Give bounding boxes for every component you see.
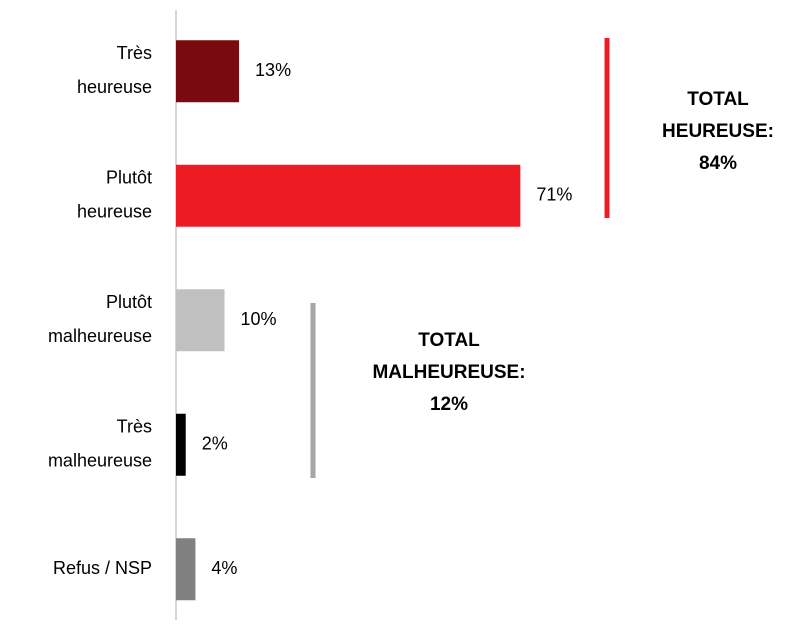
category-label: Plutôt xyxy=(106,292,152,312)
annotation: MALHEUREUSE: xyxy=(372,362,525,383)
category-label: Très xyxy=(117,417,152,437)
category-label: heureuse xyxy=(77,77,152,97)
bar xyxy=(176,289,225,352)
value-label: 2% xyxy=(202,434,228,454)
value-label: 71% xyxy=(536,185,572,205)
category-label: malheureuse xyxy=(48,451,152,471)
value-label: 13% xyxy=(255,60,291,80)
bar xyxy=(176,164,521,227)
bar xyxy=(176,40,240,103)
annotation: 12% xyxy=(430,394,468,415)
category-label: heureuse xyxy=(77,202,152,222)
value-label: 4% xyxy=(211,558,237,578)
annotation: 84% xyxy=(699,153,737,174)
annotation: TOTAL xyxy=(687,89,749,110)
annotation: HEUREUSE: xyxy=(662,121,774,142)
category-label: malheureuse xyxy=(48,326,152,346)
bar xyxy=(176,538,196,601)
bar xyxy=(176,413,186,476)
category-label: Refus / NSP xyxy=(53,558,152,578)
category-label: Plutôt xyxy=(106,168,152,188)
value-label: 10% xyxy=(241,309,277,329)
category-label: Très xyxy=(117,43,152,63)
annotation: TOTAL xyxy=(418,330,480,351)
